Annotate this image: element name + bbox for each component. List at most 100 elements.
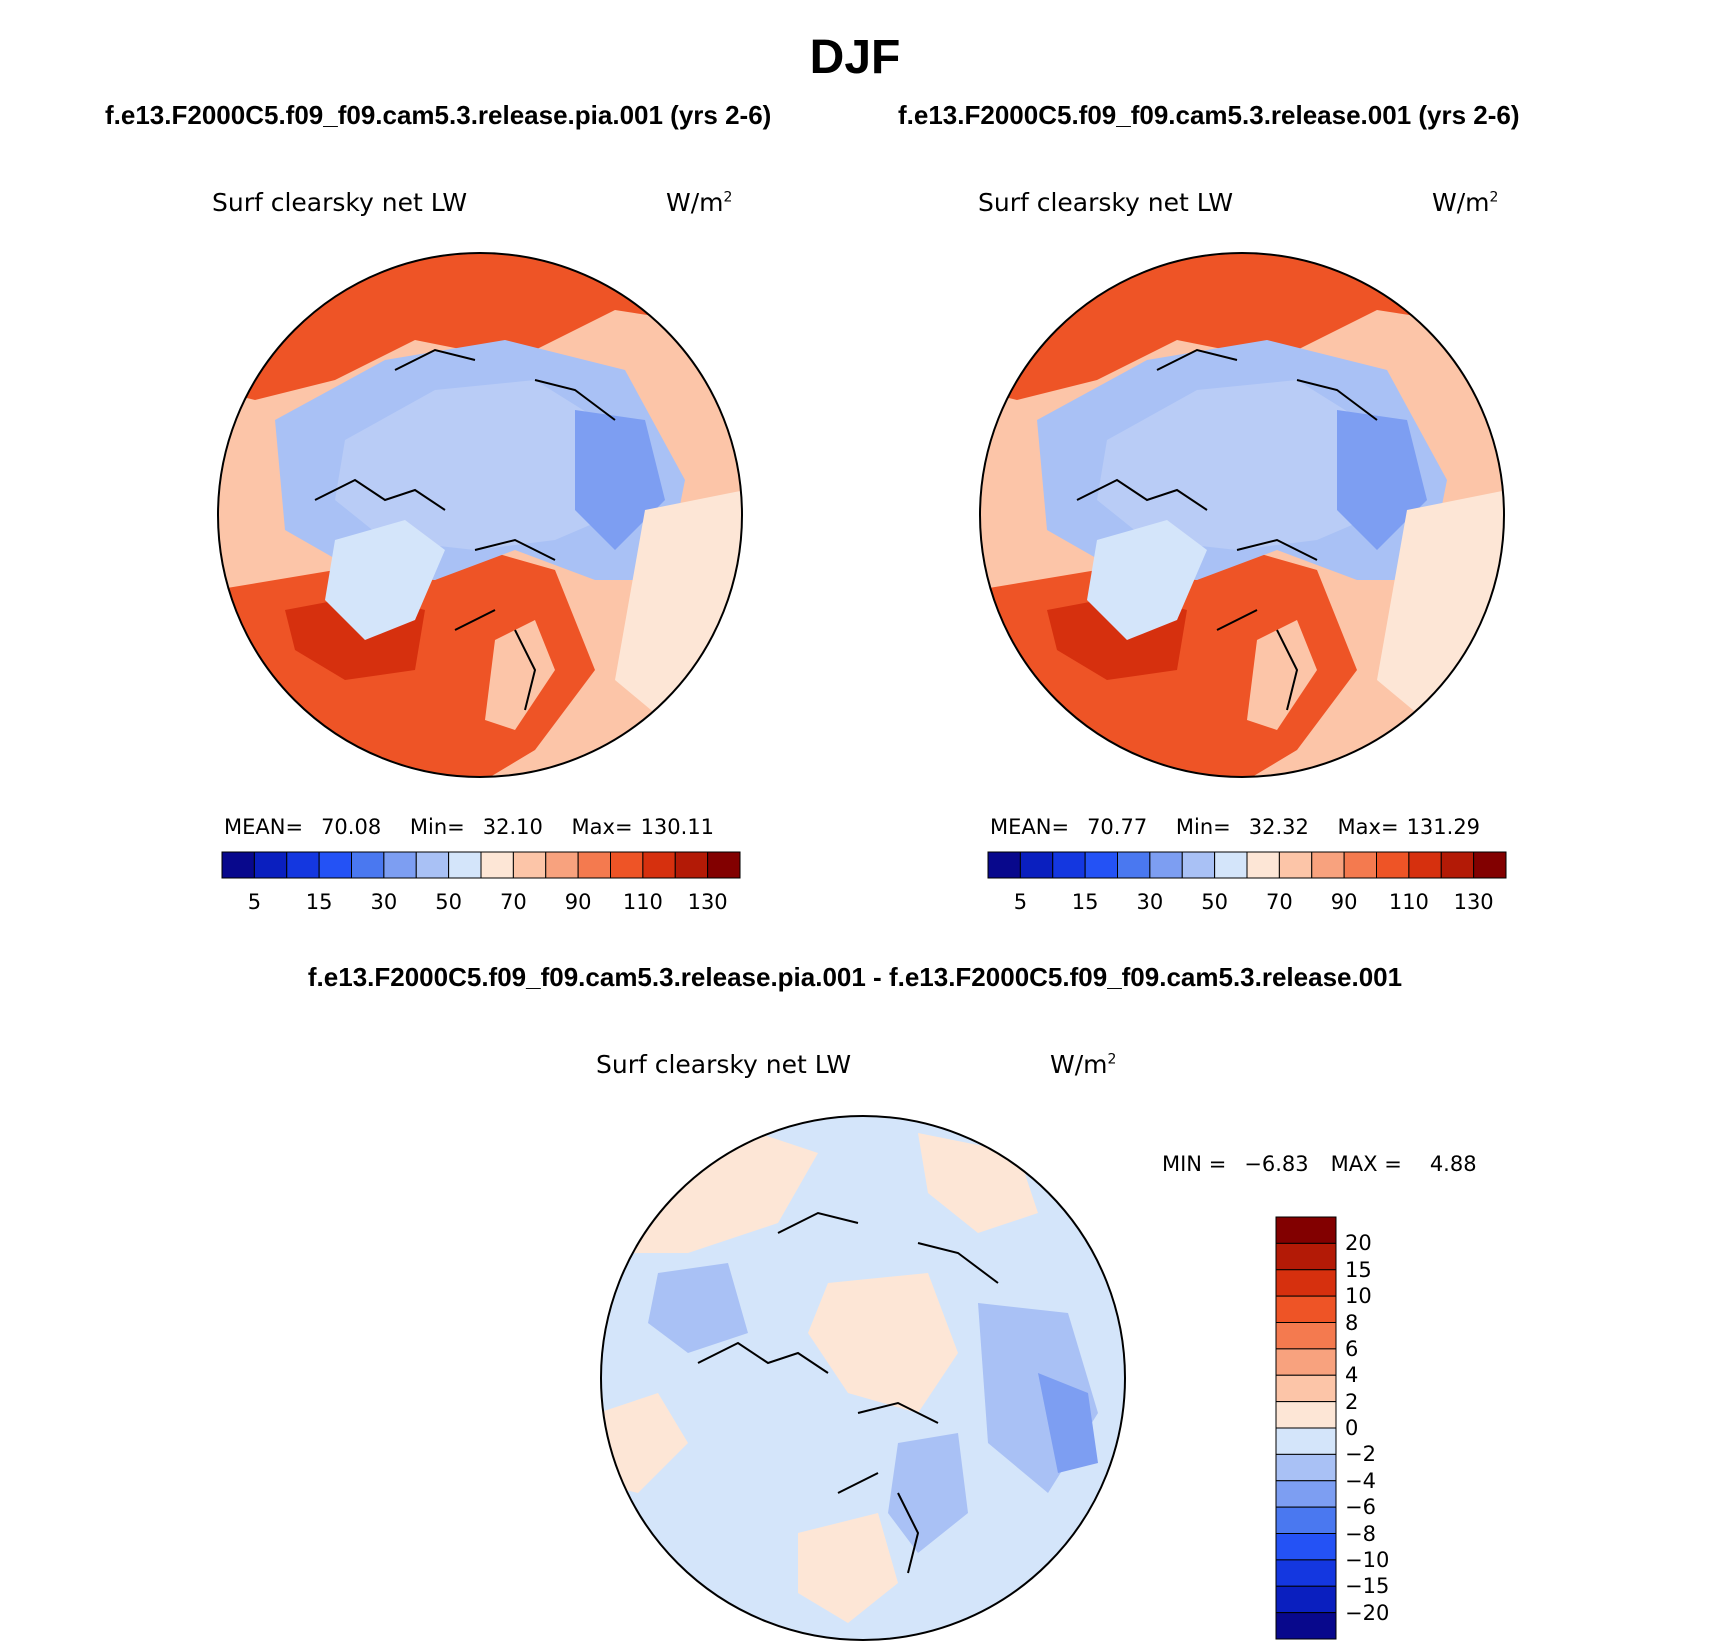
left-units-label: W/m2 xyxy=(666,188,733,217)
colorbar-swatch xyxy=(1275,1453,1337,1482)
diff-colorbar-tick-label: 2 xyxy=(1345,1389,1359,1414)
right-colorbar-tick-label: 5 xyxy=(1013,890,1028,914)
colorbar-swatch xyxy=(545,851,579,879)
colorbar-swatch xyxy=(1246,851,1280,879)
colorbar-swatch xyxy=(1052,851,1086,879)
colorbar-swatch xyxy=(480,851,514,879)
colorbar-swatch xyxy=(1181,851,1216,879)
colorbar-swatch xyxy=(1376,851,1410,879)
colorbar-swatch xyxy=(1275,1216,1337,1244)
diff-colorbar-tick-label: −8 xyxy=(1345,1521,1376,1546)
colorbar-swatch xyxy=(642,851,676,879)
diff-units-label: W/m2 xyxy=(1050,1050,1117,1079)
colorbar-swatch xyxy=(286,851,320,879)
diff-colorbar-tick-label: 15 xyxy=(1345,1257,1372,1282)
coastline xyxy=(314,348,616,711)
colorbar-swatch xyxy=(1275,1480,1337,1508)
right-variable-label: Surf clearsky net LW xyxy=(978,188,1234,217)
diff-variable-label: Surf clearsky net LW xyxy=(596,1050,852,1079)
diff-colorbar-tick-label: −10 xyxy=(1345,1547,1390,1572)
difference-title: f.e13.F2000C5.f09_f09.cam5.3.release.pia… xyxy=(307,962,1403,992)
colorbar-swatch xyxy=(1275,1559,1337,1587)
diff-colorbar-tick-label: 20 xyxy=(1345,1231,1372,1256)
right-colorbar-tick-label: 130 xyxy=(1453,890,1494,914)
colorbar-swatch xyxy=(577,851,612,879)
map-border xyxy=(979,252,1505,778)
cool-patch-east xyxy=(1337,410,1427,550)
left-variable-label: Surf clearsky net LW xyxy=(212,188,468,217)
left-polar-map xyxy=(217,252,743,778)
colorbar-swatch xyxy=(1275,1612,1337,1640)
right-units-label: W/m2 xyxy=(1432,188,1499,217)
colorbar-swatch xyxy=(1275,1242,1337,1271)
diff-colorbar-tick-label: 0 xyxy=(1345,1416,1359,1440)
colorbar-swatch xyxy=(221,851,255,879)
diff-colorbar-tick-label: 10 xyxy=(1345,1284,1372,1309)
scandinavia-pale xyxy=(1247,620,1317,730)
map-border xyxy=(217,252,743,778)
colorbar-swatch xyxy=(1214,851,1248,879)
diff-colorbar-tick-label: −6 xyxy=(1345,1495,1376,1520)
colorbar-swatch xyxy=(1275,1401,1337,1429)
diff-colorbar-tick-label: −4 xyxy=(1345,1468,1376,1493)
diff-colorbar-ticks: 20 15 10 8 6 4 2 0 −2 −4 −6 −8 −10 −15 −20 xyxy=(1345,1216,1405,1640)
right-colorbar-tick-label: 15 xyxy=(1071,890,1099,914)
colorbar-swatch xyxy=(1473,851,1507,879)
colorbar-swatch xyxy=(1019,851,1054,879)
colorbar-swatch xyxy=(1278,851,1313,879)
colorbar-swatch xyxy=(610,851,644,879)
left-colorbar xyxy=(221,851,741,879)
cool-patch-east-strong xyxy=(1038,1373,1098,1473)
right-colorbar-tick-label: 90 xyxy=(1330,890,1358,914)
left-colorbar-ticks: 5 15 30 50 70 90 110 130 xyxy=(222,890,740,916)
right-colorbar-tick-label: 50 xyxy=(1201,890,1228,914)
colorbar-swatch xyxy=(1275,1585,1337,1614)
colorbar-swatch xyxy=(1343,851,1378,879)
left-colorbar-tick-label: 70 xyxy=(500,890,527,914)
colorbar-swatch xyxy=(1275,1427,1337,1455)
right-colorbar xyxy=(987,851,1507,879)
colorbar-swatch xyxy=(707,851,741,879)
greenland-pale xyxy=(1087,520,1207,640)
diff-colorbar-tick-label: 8 xyxy=(1345,1310,1359,1335)
left-colorbar-tick-label: 50 xyxy=(435,890,462,914)
cool-patch-scandinavia xyxy=(888,1433,968,1553)
right-colorbar-tick-label: 110 xyxy=(1388,890,1429,914)
colorbar-swatch xyxy=(318,851,353,879)
colorbar-swatch xyxy=(1275,1506,1337,1535)
colorbar-swatch xyxy=(1084,851,1119,879)
coastline xyxy=(697,1211,999,1574)
test-case-title: f.e13.F2000C5.f09_f09.cam5.3.release.pia… xyxy=(105,100,772,130)
right-stats: MEAN= 70.77 Min= 32.32 Max= 131.29 xyxy=(990,815,1481,839)
left-stats: MEAN= 70.08 Min= 32.10 Max= 130.11 xyxy=(224,815,715,839)
colorbar-swatch xyxy=(351,851,385,879)
left-colorbar-tick-label: 5 xyxy=(247,890,262,914)
colorbar-swatch xyxy=(383,851,417,879)
colorbar-swatch xyxy=(674,851,709,879)
diff-stats: MIN = −6.83 MAX = 4.88 xyxy=(1162,1152,1477,1176)
colorbar-swatch xyxy=(1149,851,1183,879)
pale-warm-bottom xyxy=(798,1513,898,1623)
arctic-cool-inner xyxy=(335,380,625,550)
cool-patch-west xyxy=(648,1263,748,1353)
colorbar-swatch xyxy=(1117,851,1151,879)
diff-colorbar xyxy=(1275,1216,1337,1640)
colorbar-swatch xyxy=(253,851,288,879)
colorbar-swatch xyxy=(415,851,450,879)
right-polar-map xyxy=(979,252,1505,778)
figure-title: DJF xyxy=(809,31,901,84)
pale-warm-top-left xyxy=(618,1133,818,1253)
pale-warm-left xyxy=(601,1393,688,1493)
cool-patch-east xyxy=(575,410,665,550)
diff-colorbar-tick-label: 6 xyxy=(1345,1336,1359,1361)
colorbar-swatch xyxy=(512,851,547,879)
greenland-pale xyxy=(325,520,445,640)
diff-colorbar-tick-label: −20 xyxy=(1345,1600,1390,1625)
colorbar-swatch xyxy=(448,851,482,879)
left-colorbar-tick-label: 15 xyxy=(305,890,333,914)
right-colorbar-tick-label: 70 xyxy=(1266,890,1293,914)
colorbar-swatch xyxy=(987,851,1021,879)
diff-colorbar-tick-label: −15 xyxy=(1345,1574,1390,1599)
colorbar-swatch xyxy=(1275,1533,1337,1561)
left-colorbar-tick-label: 30 xyxy=(370,890,398,914)
